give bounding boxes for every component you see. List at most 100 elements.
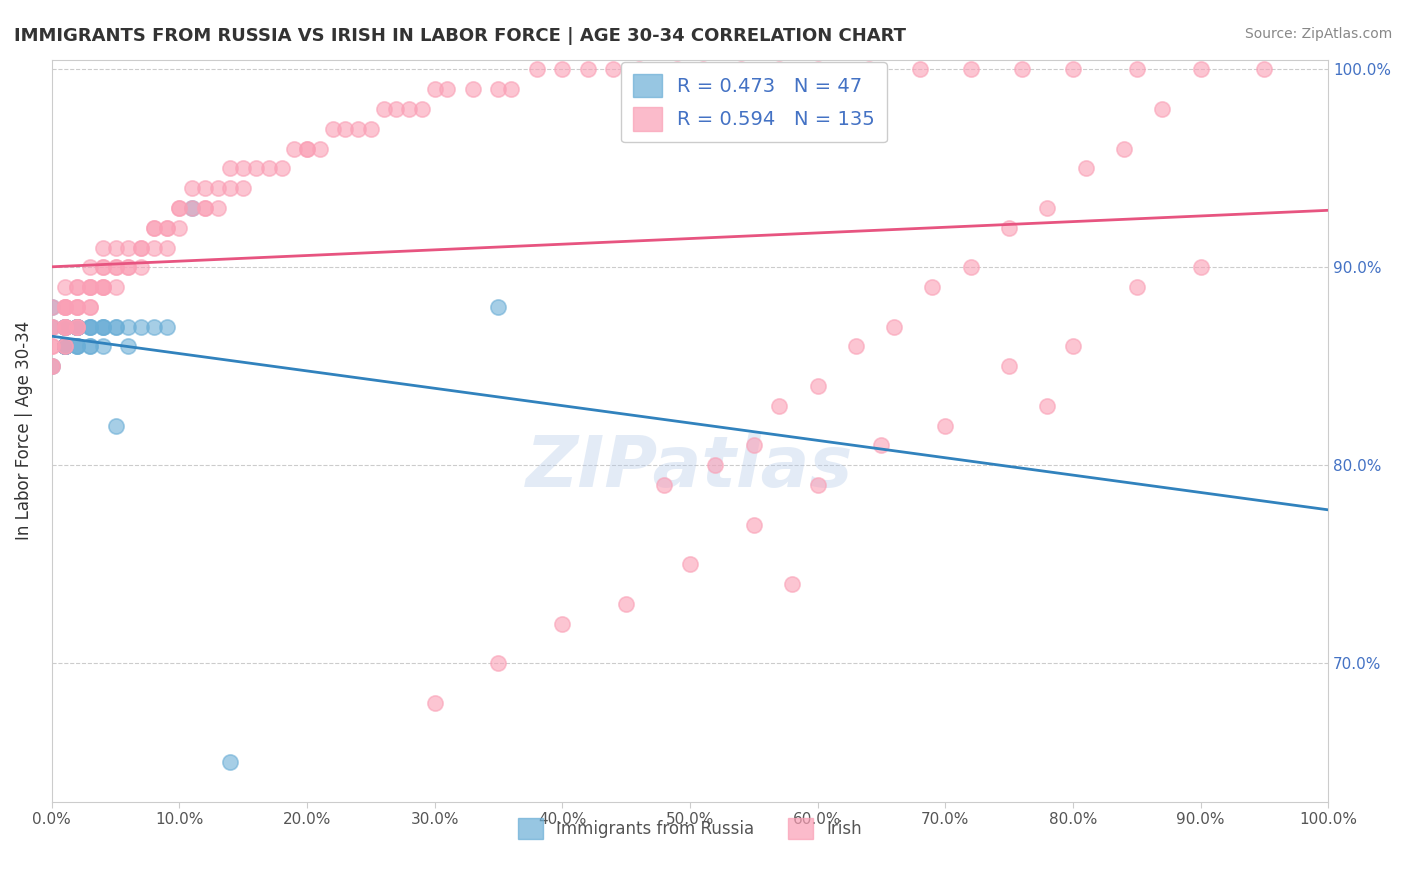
Point [870, 438, 893, 452]
Point [66, 319, 89, 334]
Point [79, 319, 101, 334]
Point [66, 300, 89, 314]
Point [53, 300, 76, 314]
Point [79, 260, 101, 275]
Point [142, 319, 165, 334]
Point [551, 616, 574, 631]
Point [41, 359, 63, 374]
Point [181, 201, 204, 215]
Point [91, 319, 114, 334]
Point [1036, 399, 1059, 413]
Point [53, 319, 76, 334]
Point [768, 62, 790, 77]
Point [104, 260, 127, 275]
Point [488, 300, 510, 314]
Point [1253, 62, 1275, 77]
Point [41, 339, 63, 353]
Point [232, 161, 254, 176]
Point [53, 339, 76, 353]
Point [270, 161, 292, 176]
Point [169, 201, 191, 215]
Point [117, 319, 139, 334]
Point [959, 62, 981, 77]
Point [53, 319, 76, 334]
Point [53, 339, 76, 353]
Point [91, 280, 114, 294]
Text: Source: ZipAtlas.com: Source: ZipAtlas.com [1244, 27, 1392, 41]
Point [104, 260, 127, 275]
Point [66, 300, 89, 314]
Point [66, 339, 89, 353]
Point [91, 319, 114, 334]
Point [104, 319, 127, 334]
Point [91, 260, 114, 275]
Point [156, 220, 179, 235]
Point [129, 260, 152, 275]
Point [156, 319, 179, 334]
Point [295, 142, 318, 156]
Point [207, 181, 229, 195]
Point [385, 102, 408, 116]
Point [501, 82, 523, 96]
Point [1125, 62, 1147, 77]
Point [91, 280, 114, 294]
Point [704, 458, 727, 473]
Point [679, 557, 702, 571]
Point [627, 62, 650, 77]
Point [194, 201, 217, 215]
Point [1074, 161, 1097, 176]
Point [666, 62, 689, 77]
Point [53, 319, 76, 334]
Point [104, 418, 127, 433]
Point [921, 280, 943, 294]
Point [1125, 280, 1147, 294]
Point [104, 280, 127, 294]
Point [806, 478, 828, 492]
Point [730, 62, 752, 77]
Point [283, 142, 305, 156]
Point [53, 319, 76, 334]
Point [53, 319, 76, 334]
Point [53, 339, 76, 353]
Point [66, 319, 89, 334]
Point [53, 339, 76, 353]
Point [79, 300, 101, 314]
Point [436, 82, 458, 96]
Point [1011, 62, 1033, 77]
Point [142, 220, 165, 235]
Point [576, 62, 599, 77]
Point [551, 62, 574, 77]
Point [219, 755, 242, 769]
Point [41, 319, 63, 334]
Point [1062, 339, 1084, 353]
Point [41, 339, 63, 353]
Point [614, 597, 637, 611]
Point [360, 121, 382, 136]
Point [142, 220, 165, 235]
Point [104, 319, 127, 334]
Point [41, 359, 63, 374]
Point [91, 280, 114, 294]
Point [79, 300, 101, 314]
Point [53, 319, 76, 334]
Point [66, 339, 89, 353]
Point [117, 339, 139, 353]
Point [53, 300, 76, 314]
Point [169, 201, 191, 215]
Point [53, 300, 76, 314]
Point [692, 62, 714, 77]
Point [53, 280, 76, 294]
Point [53, 339, 76, 353]
Point [53, 339, 76, 353]
Point [1189, 260, 1212, 275]
Point [998, 220, 1021, 235]
Point [41, 359, 63, 374]
Point [156, 241, 179, 255]
Point [41, 319, 63, 334]
Point [194, 201, 217, 215]
Point [117, 260, 139, 275]
Point [129, 319, 152, 334]
Point [806, 379, 828, 393]
Point [53, 339, 76, 353]
Point [41, 319, 63, 334]
